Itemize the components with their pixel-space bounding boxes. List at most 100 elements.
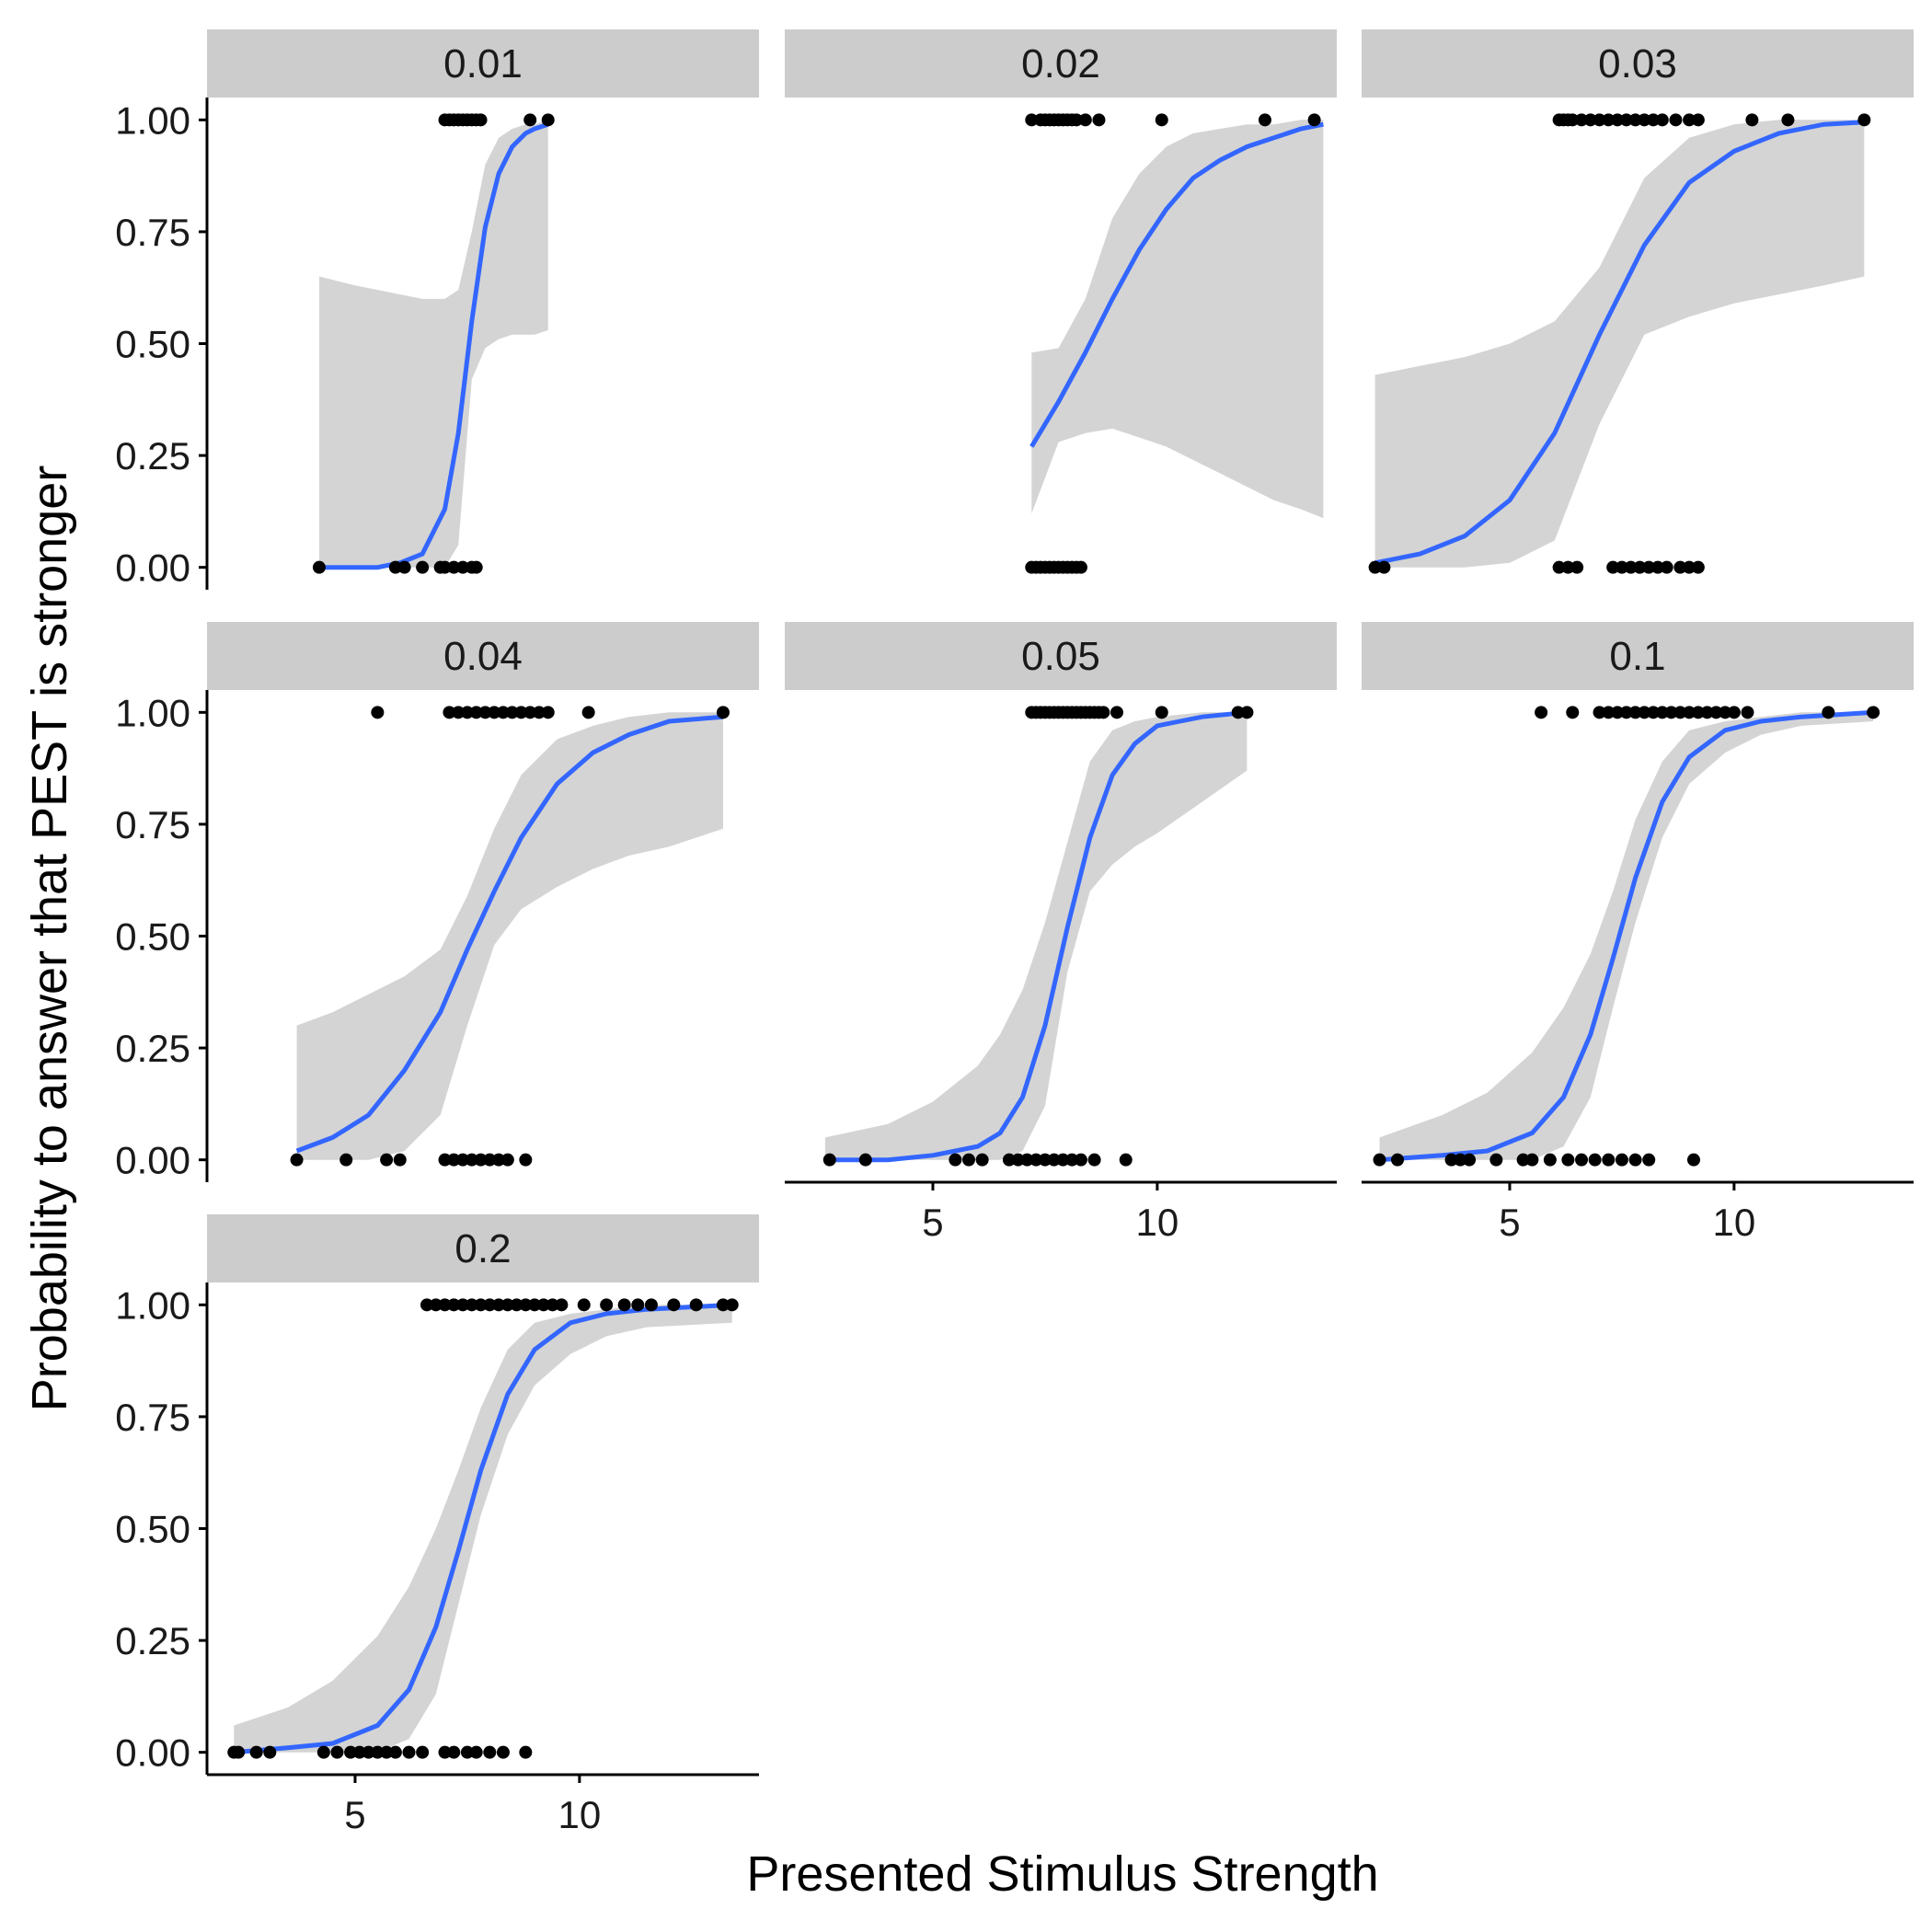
data-point — [483, 1298, 497, 1312]
facet-strip-label: 0.1 — [1609, 634, 1665, 679]
data-point — [519, 1298, 533, 1312]
data-point — [1633, 560, 1647, 574]
data-point — [1602, 113, 1616, 127]
data-point — [1691, 560, 1705, 574]
x-tick-label: 5 — [922, 1201, 943, 1244]
confidence-ribbon — [296, 712, 723, 1160]
data-point — [1686, 1153, 1700, 1167]
data-point — [460, 1745, 474, 1759]
data-point — [510, 1298, 523, 1312]
facet-panels: 0.010.000.250.500.751.000.02 0.030.040.00… — [115, 29, 1914, 1836]
data-point — [469, 706, 483, 719]
data-point — [1655, 113, 1669, 127]
y-tick-label: 0.00 — [115, 1731, 190, 1775]
data-point — [1368, 560, 1382, 574]
data-point — [460, 706, 474, 719]
data-point — [631, 1298, 645, 1312]
y-tick-label: 0.00 — [115, 1139, 190, 1182]
data-point — [1669, 113, 1683, 127]
data-point — [532, 706, 546, 719]
data-point — [496, 1745, 510, 1759]
facet-panel-0-1: 0.1 5 10 — [1362, 622, 1914, 1244]
data-point — [465, 1298, 478, 1312]
data-point — [667, 1298, 681, 1312]
data-point — [1525, 1153, 1539, 1167]
data-point — [519, 1745, 533, 1759]
data-point — [1642, 560, 1656, 574]
data-point — [443, 706, 456, 719]
data-point — [546, 1298, 559, 1312]
data-point — [474, 113, 488, 127]
data-point — [1673, 706, 1687, 719]
data-point — [1454, 1153, 1467, 1167]
data-point — [438, 560, 452, 574]
data-point — [397, 560, 411, 574]
x-tick-label: 10 — [1713, 1201, 1756, 1244]
data-point — [290, 1153, 304, 1167]
data-point — [438, 1153, 452, 1167]
data-point — [1373, 1153, 1386, 1167]
data-point — [581, 706, 595, 719]
data-point — [1566, 706, 1580, 719]
data-point — [1664, 706, 1678, 719]
data-point — [1056, 1153, 1070, 1167]
data-point — [1606, 560, 1620, 574]
data-point — [316, 1745, 330, 1759]
data-point — [1615, 1153, 1628, 1167]
data-point — [1119, 1153, 1133, 1167]
y-tick-label: 0.25 — [115, 1027, 190, 1070]
facet-panel-0-01: 0.01 0.00 0.25 0.50 0.75 1.00 — [115, 29, 759, 590]
data-point — [380, 1153, 394, 1167]
data-point — [1781, 113, 1795, 127]
y-tick-label: 0.50 — [115, 1508, 190, 1551]
data-point — [1628, 706, 1642, 719]
data-point — [1444, 1153, 1458, 1167]
y-tick-label: 0.50 — [115, 323, 190, 366]
data-point — [1561, 560, 1575, 574]
facet-strip-label: 0.2 — [454, 1226, 511, 1271]
data-point — [822, 1153, 836, 1167]
confidence-ribbon — [1374, 120, 1865, 568]
data-point — [1593, 113, 1606, 127]
data-point — [716, 706, 730, 719]
data-point — [474, 1298, 488, 1312]
data-point — [249, 1745, 263, 1759]
data-point — [1258, 113, 1271, 127]
data-point — [1011, 1153, 1025, 1167]
data-point — [1719, 706, 1732, 719]
facet-strip-label: 0.05 — [1021, 634, 1100, 679]
y-tick-label: 1.00 — [115, 98, 190, 142]
data-point — [1092, 113, 1106, 127]
data-point — [1583, 113, 1597, 127]
data-point — [1155, 113, 1168, 127]
logistic-fit-line — [319, 121, 549, 570]
confidence-ribbon — [824, 712, 1248, 1160]
data-point — [456, 1153, 470, 1167]
data-point — [536, 1298, 550, 1312]
data-point — [725, 1298, 739, 1312]
y-tick-label: 0.50 — [115, 915, 190, 959]
data-point — [496, 706, 510, 719]
data-point — [339, 1153, 353, 1167]
data-point — [1065, 1153, 1079, 1167]
x-tick-label: 5 — [344, 1793, 365, 1836]
facet-panel-0-02: 0.02 — [785, 29, 1337, 574]
logistic-fit-line — [824, 709, 1248, 1163]
data-point — [975, 1153, 989, 1167]
data-point — [1650, 560, 1664, 574]
data-point — [1660, 560, 1673, 574]
data-point — [514, 706, 528, 719]
data-point — [528, 1298, 542, 1312]
logistic-fit-line — [295, 714, 724, 1154]
data-point — [555, 1298, 569, 1312]
data-point — [1857, 113, 1871, 127]
data-point — [438, 1745, 452, 1759]
data-point — [1602, 1153, 1616, 1167]
data-point — [1822, 706, 1835, 719]
data-point — [362, 1745, 375, 1759]
data-point — [438, 1298, 452, 1312]
logistic-fit-line — [1374, 120, 1865, 566]
x-tick-label: 5 — [1499, 1201, 1520, 1244]
data-point — [500, 1298, 514, 1312]
data-point — [456, 560, 470, 574]
